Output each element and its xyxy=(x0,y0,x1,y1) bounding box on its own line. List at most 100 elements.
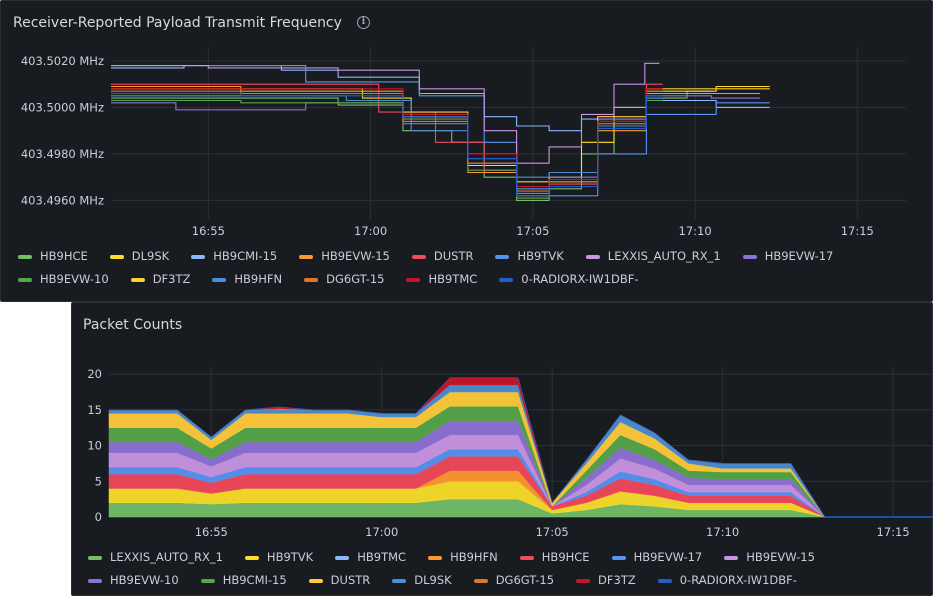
legend-item[interactable]: HB9CMI-15 xyxy=(200,569,287,592)
legend-item[interactable]: HB9CMI-15 xyxy=(191,245,277,268)
legend-item[interactable]: HB9HFN xyxy=(212,268,282,291)
legend-item[interactable]: HB9TVK xyxy=(244,546,314,569)
legend-item[interactable]: DG6GT-15 xyxy=(473,569,555,592)
y-tick-label: 10 xyxy=(87,439,102,453)
legend-item[interactable]: HB9EVW-10 xyxy=(18,268,109,291)
legend-swatch xyxy=(406,277,421,282)
legend-item[interactable]: DUSTR xyxy=(411,245,474,268)
legend-label: DL9SK xyxy=(414,573,452,587)
legend-swatch xyxy=(18,277,32,282)
legend-swatch xyxy=(244,555,259,560)
legend-item[interactable]: HB9HCE xyxy=(18,245,88,268)
legend-label: 0-RADIORX-IW1DBF- xyxy=(521,272,639,286)
legend-label: HB9EVW-17 xyxy=(764,249,834,263)
y-tick-label: 15 xyxy=(87,403,102,417)
legend-swatch xyxy=(724,555,739,560)
legend-swatch xyxy=(611,555,626,560)
packet-counts-legend: LEXXIS_AUTO_RX_1 HB9TVK HB9TMC HB9HFN HB9HCE… xyxy=(88,546,928,592)
legend-item[interactable]: HB9EVW-15 xyxy=(724,546,815,569)
legend-item[interactable]: DF3TZ xyxy=(130,268,190,291)
y-tick-label: 403.4960 MHz xyxy=(21,193,104,207)
series-line-0-radiorx-iw1dbf-[interactable] xyxy=(111,92,663,197)
legend-item[interactable]: HB9HFN xyxy=(428,546,498,569)
legend-swatch xyxy=(657,578,672,583)
legend-label: HB9EVW-15 xyxy=(746,550,815,564)
legend-swatch xyxy=(212,277,227,282)
y-tick-label: 403.4980 MHz xyxy=(21,147,104,161)
y-tick-label: 403.5000 MHz xyxy=(21,100,104,114)
series-line-lexxis_auto_rx_1[interactable] xyxy=(111,62,660,164)
y-tick-label: 20 xyxy=(87,367,102,381)
series-line-hb9tmc[interactable] xyxy=(111,88,663,188)
series-line-dl9sk[interactable] xyxy=(111,85,770,188)
legend-label: DG6GT-15 xyxy=(495,573,555,587)
legend-item[interactable]: HB9EVW-15 xyxy=(299,245,390,268)
legend-item[interactable]: DL9SK xyxy=(392,569,452,592)
legend-swatch xyxy=(576,578,591,583)
x-tick-label: 17:00 xyxy=(354,224,387,238)
legend-item[interactable]: DL9SK xyxy=(109,245,170,268)
x-tick-label: 17:15 xyxy=(841,224,874,238)
legend-swatch xyxy=(392,578,407,583)
legend-swatch xyxy=(18,254,32,259)
legend-item[interactable]: HB9EVW-10 xyxy=(88,569,179,592)
legend-label: HB9HCE xyxy=(40,249,88,263)
legend-item[interactable]: DG6GT-15 xyxy=(304,268,384,291)
legend-swatch xyxy=(109,254,124,259)
legend-swatch xyxy=(200,578,215,583)
y-tick-label: 0 xyxy=(95,510,102,524)
x-tick-label: 17:15 xyxy=(877,525,910,539)
legend-item[interactable]: HB9EVW-17 xyxy=(742,245,834,268)
series-line-dustr[interactable] xyxy=(111,83,663,199)
legend-item[interactable]: 0-RADIORX-IW1DBF- xyxy=(657,569,797,592)
legend-label: DF3TZ xyxy=(598,573,636,587)
legend-item[interactable]: DF3TZ xyxy=(576,569,636,592)
legend-label: HB9CMI-15 xyxy=(222,573,287,587)
legend-item[interactable]: HB9TMC xyxy=(335,546,406,569)
panel-title[interactable]: Receiver-Reported Payload Transmit Frequ… xyxy=(13,15,342,31)
legend-item[interactable]: HB9TMC xyxy=(406,268,477,291)
legend-swatch xyxy=(191,254,206,259)
legend-swatch xyxy=(88,578,102,583)
legend-label: HB9HFN xyxy=(450,550,498,564)
legend-swatch xyxy=(585,254,600,259)
legend-label: DUSTR xyxy=(433,249,474,263)
legend-label: HB9TMC xyxy=(357,550,407,564)
legend-item[interactable]: DUSTR xyxy=(308,569,371,592)
legend-swatch xyxy=(742,254,757,259)
x-tick-label: 17:10 xyxy=(706,525,739,539)
legend-item[interactable]: HB9EVW-17 xyxy=(611,546,702,569)
series-line-hb9hfn[interactable] xyxy=(111,95,663,178)
legend-label: LEXXIS_AUTO_RX_1 xyxy=(607,249,721,263)
legend-swatch xyxy=(499,277,514,282)
x-tick-label: 17:05 xyxy=(536,525,569,539)
panel-title[interactable]: Packet Counts xyxy=(83,317,183,333)
frequency-panel: Receiver-Reported Payload Transmit Frequ… xyxy=(0,0,933,302)
frequency-legend: HB9HCE DL9SK HB9CMI-15 HB9EVW-15 DUSTR HB9TVK… xyxy=(18,245,918,291)
legend-label: DUSTR xyxy=(330,573,371,587)
legend-swatch xyxy=(495,254,510,259)
x-tick-label: 17:05 xyxy=(516,224,549,238)
legend-label: HB9EVW-15 xyxy=(321,249,390,263)
legend-item[interactable]: HB9HCE xyxy=(519,546,590,569)
area-0-radiorx-iw1dbf-[interactable] xyxy=(109,377,826,518)
series-line-hb9cmi-15[interactable] xyxy=(111,65,770,132)
legend-label: DL9SK xyxy=(131,249,170,263)
legend-swatch xyxy=(299,254,314,259)
legend-label: 0-RADIORX-IW1DBF- xyxy=(679,573,797,587)
info-icon[interactable]: i xyxy=(357,16,370,29)
series-line-dg6gt-15[interactable] xyxy=(111,90,663,192)
legend-label: HB9EVW-10 xyxy=(40,272,109,286)
legend-swatch xyxy=(130,277,145,282)
series-line-df3tz[interactable] xyxy=(111,88,770,183)
x-tick-label: 16:55 xyxy=(195,525,228,539)
legend-item[interactable]: LEXXIS_AUTO_RX_1 xyxy=(585,245,721,268)
legend-swatch xyxy=(88,555,102,560)
legend-label: HB9TVK xyxy=(266,550,314,564)
legend-label: HB9CMI-15 xyxy=(213,249,278,263)
legend-item[interactable]: HB9TVK xyxy=(495,245,564,268)
legend-item[interactable]: LEXXIS_AUTO_RX_1 xyxy=(88,546,223,569)
frequency-chart: 403.4960 MHz 403.4980 MHz 403.5000 MHz 403.… xyxy=(21,47,906,238)
series-line-hb9evw-10[interactable] xyxy=(111,99,663,199)
legend-item[interactable]: 0-RADIORX-IW1DBF- xyxy=(499,268,639,291)
